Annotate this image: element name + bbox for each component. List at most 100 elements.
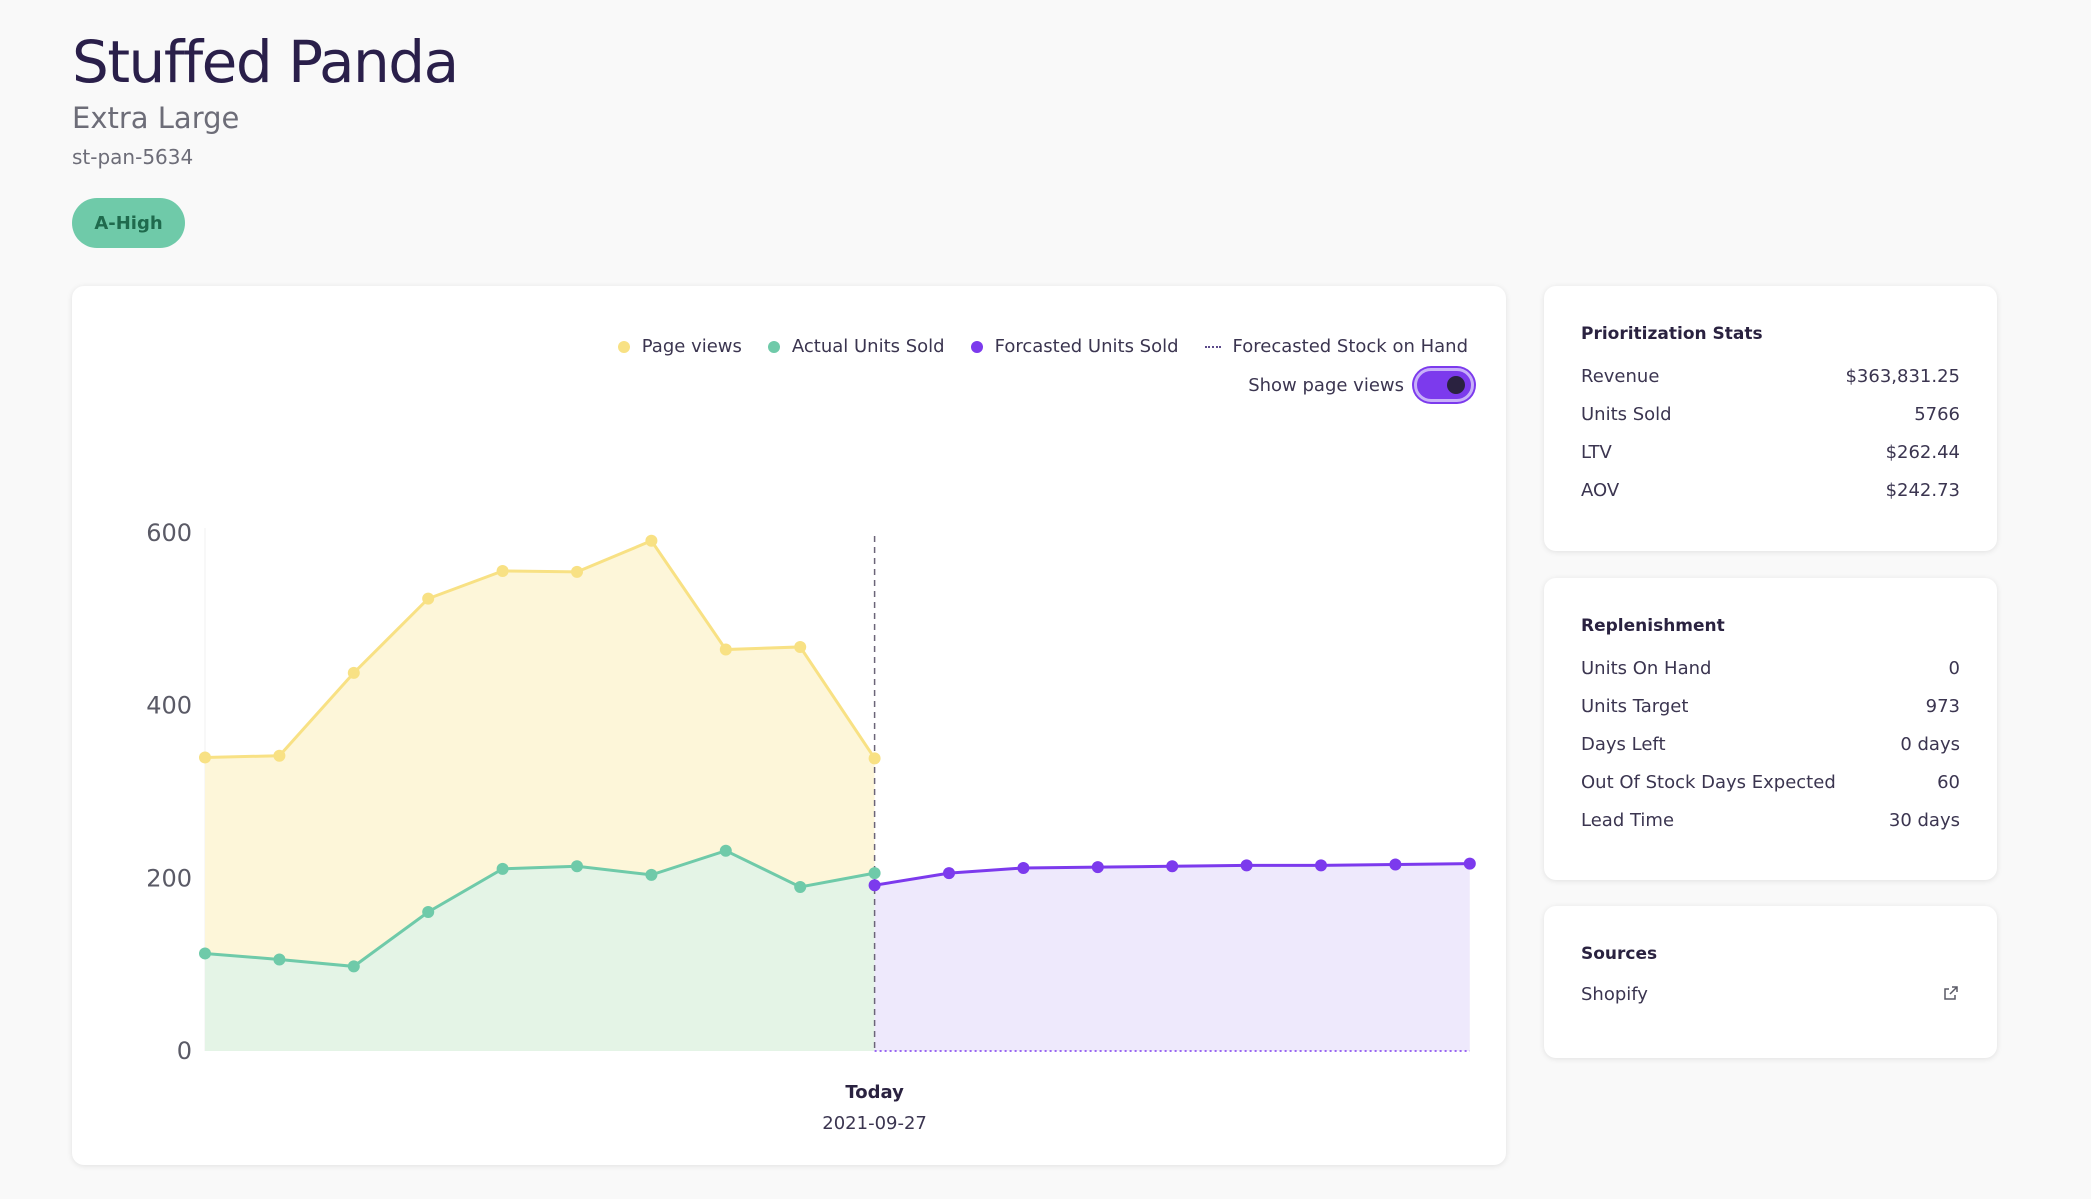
stat-value: 0 <box>1948 658 1960 679</box>
stat-row: AOV $242.73 <box>1581 480 1960 501</box>
stat-value: $242.73 <box>1885 480 1960 501</box>
prioritization-card: Prioritization Stats Revenue $363,831.25 U… <box>1544 286 1997 551</box>
page-views-line-point <box>347 666 360 679</box>
legend-stock-on-hand: Forecasted Stock on Hand <box>1204 336 1468 357</box>
forecast-units-line-point <box>1463 857 1476 870</box>
page-views-line <box>204 538 876 760</box>
page-title: Stuffed Panda <box>72 28 459 96</box>
y-tick-label: 200 <box>146 864 192 892</box>
page-views-line-point <box>199 751 211 764</box>
forecast-units-line-point <box>1166 860 1179 873</box>
show-page-views-toggle[interactable] <box>1414 368 1474 402</box>
stat-value: 60 <box>1937 772 1960 793</box>
actual-units-line <box>204 849 875 968</box>
y-tick-label: 400 <box>146 692 192 720</box>
actual-units-line-point <box>496 862 509 875</box>
actual-units-line-point <box>347 960 360 973</box>
forecast-units-line-point <box>1315 859 1327 872</box>
product-variant: Extra Large <box>72 101 240 135</box>
forecast-units-line-point <box>943 867 955 880</box>
stat-label: AOV <box>1581 480 1620 501</box>
actual-units-dot-icon <box>767 340 780 353</box>
page-views-dot-icon <box>617 340 630 353</box>
stat-row: Days Left 0 days <box>1581 734 1960 755</box>
stat-value: 973 <box>1925 696 1960 717</box>
priority-badge: A-High <box>72 198 185 248</box>
today-date: 2021-09-27 <box>822 1113 927 1134</box>
legend-actual-units: Actual Units Sold <box>767 336 945 357</box>
stat-value: $363,831.25 <box>1845 366 1960 387</box>
actual-units-area <box>205 850 875 1051</box>
stat-label: Days Left <box>1581 734 1666 755</box>
card-title: Prioritization Stats <box>1581 324 1763 344</box>
stat-label: Revenue <box>1581 366 1660 387</box>
replenishment-card: Replenishment Units On Hand 0 Units Target… <box>1544 578 1997 880</box>
actual-units-line-point <box>645 868 658 881</box>
dotted-line-icon <box>1204 345 1221 348</box>
actual-units-line-point <box>794 880 807 893</box>
legend-label: Forcasted Units Sold <box>994 336 1179 357</box>
actual-units-line-point <box>422 906 435 919</box>
sources-card: Sources Shopify <box>1544 906 1997 1058</box>
forecast-units-dot-icon <box>970 340 983 353</box>
actual-units-line-point <box>273 953 286 966</box>
legend-label: Forecasted Stock on Hand <box>1232 336 1468 357</box>
toggle-knob <box>1447 376 1465 394</box>
forecast-units-line-point <box>868 879 881 892</box>
legend-page-views: Page views <box>617 336 742 357</box>
forecast-units-line-point <box>1389 858 1402 871</box>
today-label: Today <box>845 1082 904 1103</box>
page-views-line-point <box>496 564 509 577</box>
actual-units-line-point <box>199 947 211 960</box>
stat-row: Lead Time 30 days <box>1581 810 1960 831</box>
page-views-line-point <box>571 565 583 578</box>
y-tick-label: 600 <box>146 519 192 547</box>
stat-label: Out Of Stock Days Expected <box>1581 772 1836 793</box>
chart-legend: Page views Actual Units Sold Forcasted U… <box>617 336 1468 357</box>
replenishment-rows: Units On Hand 0 Units Target 973 Days Left 0 … <box>1581 658 1960 831</box>
product-header: Stuffed Panda Extra Large st-pan-5634 <box>72 26 459 172</box>
y-tick-label: 0 <box>177 1037 192 1065</box>
source-label: Shopify <box>1581 984 1648 1005</box>
page-views-line-point <box>868 752 881 765</box>
legend-label: Page views <box>641 336 742 357</box>
external-link-icon[interactable] <box>1942 984 1960 1007</box>
prioritization-rows: Revenue $363,831.25 Units Sold 5766 LTV $262.… <box>1581 366 1960 501</box>
chart-card: Page views Actual Units Sold Forcasted U… <box>72 286 1506 1165</box>
stat-row: Units Sold 5766 <box>1581 404 1960 425</box>
stat-label: LTV <box>1581 442 1612 463</box>
stat-row: Units Target 973 <box>1581 696 1960 717</box>
stat-row: Units On Hand 0 <box>1581 658 1960 679</box>
stat-label: Units On Hand <box>1581 658 1712 679</box>
page-views-line-point <box>422 592 435 605</box>
actual-units-line-point <box>868 867 881 880</box>
card-title: Replenishment <box>1581 616 1725 636</box>
stat-label: Lead Time <box>1581 810 1675 831</box>
legend-label: Actual Units Sold <box>791 336 945 357</box>
source-shopify[interactable]: Shopify <box>1581 984 1960 1007</box>
page-views-line-point <box>794 640 807 653</box>
page-views-line-point <box>273 749 286 762</box>
actual-units-line-point <box>719 844 732 857</box>
forecast-units-line-point <box>1017 861 1030 874</box>
card-title: Sources <box>1581 944 1658 964</box>
stat-value: 5766 <box>1914 404 1960 425</box>
forecast-units-line-point <box>1240 859 1253 872</box>
stat-value: $262.44 <box>1885 442 1960 463</box>
toggle-label: Show page views <box>1248 374 1404 396</box>
actual-units-line-point <box>571 860 583 873</box>
forecast-units-line-point <box>1091 861 1104 874</box>
stat-label: Units Target <box>1581 696 1689 717</box>
sales-chart: 600 400 200 0 Today 2021-09-27 <box>146 519 1476 1134</box>
stat-label: Units Sold <box>1581 404 1672 425</box>
stat-row: LTV $262.44 <box>1581 442 1960 463</box>
stat-value: 30 days <box>1888 810 1960 831</box>
stat-row: Revenue $363,831.25 <box>1581 366 1960 387</box>
page-views-line-point <box>645 534 658 547</box>
product-sku: st-pan-5634 <box>72 145 194 169</box>
forecast-units-area <box>874 863 1470 1051</box>
page-views-toggle-row: Show page views <box>1248 368 1474 402</box>
stat-row: Out Of Stock Days Expected 60 <box>1581 772 1960 793</box>
page-views-line-point <box>719 643 732 656</box>
stat-value: 0 days <box>1900 734 1960 755</box>
